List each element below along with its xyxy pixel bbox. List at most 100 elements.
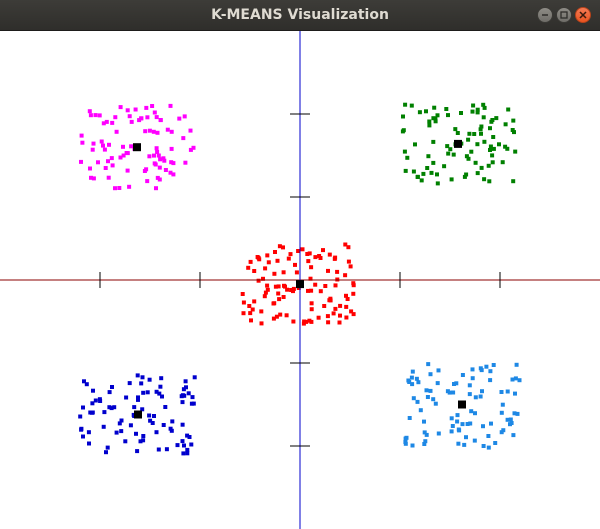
cluster-3-point <box>294 270 299 275</box>
cluster-3-point <box>309 307 314 312</box>
close-button[interactable] <box>575 7 591 23</box>
cluster-3-point <box>349 309 354 314</box>
cluster-4-point <box>164 447 169 452</box>
cluster-4-point <box>136 397 140 402</box>
cluster-3-point <box>259 309 264 314</box>
cluster-2-point <box>491 146 496 151</box>
cluster-3-point <box>331 311 336 316</box>
cluster-2-point <box>479 131 483 136</box>
cluster-4-point <box>112 405 117 410</box>
cluster-2-point <box>431 116 436 121</box>
cluster-1-point <box>89 175 93 180</box>
cluster-5-point <box>403 441 408 446</box>
cluster-5-point <box>410 382 415 387</box>
cluster-1-point <box>154 186 158 191</box>
cluster-3-point <box>248 311 253 316</box>
cluster-3-point <box>284 313 289 318</box>
cluster-4-point <box>163 405 168 409</box>
cluster-5-point <box>449 416 454 421</box>
cluster-5-point <box>423 439 428 444</box>
cluster-1-point <box>127 184 132 189</box>
cluster-3-point <box>281 245 285 250</box>
cluster-2-point <box>442 164 447 169</box>
cluster-1-point <box>144 105 149 110</box>
cluster-3-point <box>344 304 349 309</box>
cluster-4-point <box>141 390 146 395</box>
cluster-5-point <box>436 431 441 436</box>
cluster-2-point <box>424 109 428 114</box>
cluster-4-point <box>117 421 122 426</box>
cluster-2-point <box>482 139 487 144</box>
cluster-3-point <box>345 297 350 301</box>
cluster-2-point <box>466 137 471 142</box>
cluster-5-point <box>473 395 478 400</box>
cluster-4-point <box>190 395 195 400</box>
cluster-1-point <box>91 176 96 181</box>
cluster-1-point <box>101 121 106 126</box>
cluster-3-point <box>300 247 305 252</box>
cluster-1-point <box>137 118 142 123</box>
cluster-2-point <box>487 179 492 184</box>
cluster-3-point <box>249 318 253 323</box>
cluster-3-point <box>351 283 356 288</box>
cluster-3-point <box>313 255 318 260</box>
cluster-2-point <box>481 115 486 120</box>
cluster-3-point <box>309 301 314 306</box>
plot-canvas <box>0 31 600 529</box>
cluster-2-point <box>478 127 483 132</box>
cluster-1-point <box>93 113 98 118</box>
cluster-4-point <box>114 430 119 435</box>
cluster-4-point <box>180 400 185 405</box>
cluster-4-point <box>101 424 106 429</box>
cluster-3-point <box>257 257 262 262</box>
cluster-2-point <box>448 147 453 152</box>
cluster-3-point <box>343 242 348 247</box>
cluster-2-point <box>475 171 480 176</box>
cluster-5-point <box>415 399 420 404</box>
cluster-2-point <box>449 177 454 182</box>
title-bar[interactable]: K-MEANS Visualization <box>0 0 600 31</box>
cluster-4-point <box>79 426 84 431</box>
cluster-5-point <box>481 444 486 448</box>
cluster-1-point <box>87 109 92 114</box>
cluster-4-point <box>147 377 152 382</box>
cluster-2-point <box>431 139 436 144</box>
maximize-button[interactable] <box>556 7 572 23</box>
cluster-3-point <box>326 268 330 273</box>
cluster-3-centroid <box>296 280 304 289</box>
cluster-2-point <box>432 105 437 110</box>
cluster-2-point <box>488 148 492 152</box>
cluster-3-point <box>309 319 314 324</box>
cluster-2-point <box>417 110 422 115</box>
cluster-5-point <box>499 390 504 394</box>
cluster-1-point <box>129 119 134 124</box>
minimize-button[interactable] <box>537 7 553 23</box>
cluster-5-point <box>411 396 416 401</box>
cluster-3-point <box>286 256 291 261</box>
cluster-4-point <box>128 423 133 428</box>
cluster-1-point <box>101 143 105 148</box>
cluster-5-point <box>467 383 472 388</box>
cluster-5-point <box>433 401 438 406</box>
cluster-5-point <box>436 368 441 373</box>
cluster-2-point <box>486 163 491 168</box>
cluster-5-point <box>486 434 491 438</box>
cluster-5-point <box>484 364 489 369</box>
cluster-3-point <box>306 259 311 264</box>
cluster-4-point <box>91 388 95 393</box>
cluster-5-point <box>469 409 474 414</box>
cluster-4-point <box>180 422 185 427</box>
cluster-4-point <box>180 439 185 444</box>
cluster-2-point <box>402 149 407 154</box>
cluster-3-point <box>351 281 356 286</box>
cluster-5-point <box>488 378 493 383</box>
cluster-2-point <box>506 107 511 112</box>
cluster-2-point <box>453 127 458 132</box>
cluster-2-point <box>481 102 486 107</box>
cluster-4-point <box>186 391 191 396</box>
cluster-1-point <box>155 130 160 135</box>
cluster-2-point <box>425 166 430 170</box>
cluster-5-point <box>473 411 477 416</box>
cluster-3-point <box>305 252 310 256</box>
cluster-3-point <box>247 304 252 308</box>
